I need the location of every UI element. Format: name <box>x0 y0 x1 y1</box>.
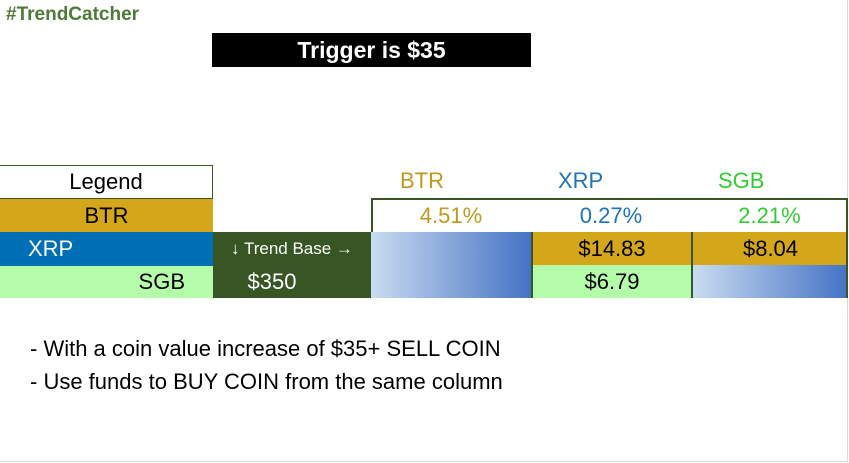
btr-gradient-cell <box>371 232 531 298</box>
legend-item-btr: BTR <box>0 199 213 232</box>
note-sell: - With a coin value increase of $35+ SEL… <box>30 336 501 361</box>
percent-sgb: 2.21% <box>738 203 801 228</box>
xrp-value-cell-2: $6.79 <box>531 265 691 298</box>
column-header-xrp: XRP <box>558 168 604 193</box>
hashtag-title: #TrendCatcher <box>6 4 140 25</box>
xrp-value-cell-1: $14.83 <box>531 232 691 265</box>
trend-base-label: ↓ Trend Base → <box>231 239 353 258</box>
grid-right-border <box>846 232 848 298</box>
legend-item-sgb: SGB <box>0 266 213 298</box>
percent-btr: 4.51% <box>419 203 483 228</box>
column-header-sgb: SGB <box>718 168 765 193</box>
legend-item-xrp: XRP <box>0 232 213 266</box>
column-header-btr: BTR <box>400 168 444 193</box>
sgb-value-cell-1: $8.04 <box>691 232 848 265</box>
sgb-gradient-cell <box>691 265 848 298</box>
trend-base-block <box>213 232 371 298</box>
trend-base-value: $350 <box>247 269 297 294</box>
percent-xrp: 0.27% <box>579 203 643 228</box>
note-buy: - Use funds to BUY COIN from the same co… <box>30 369 503 394</box>
trigger-banner: Trigger is $35 <box>212 33 531 67</box>
legend-title: Legend <box>0 165 213 199</box>
